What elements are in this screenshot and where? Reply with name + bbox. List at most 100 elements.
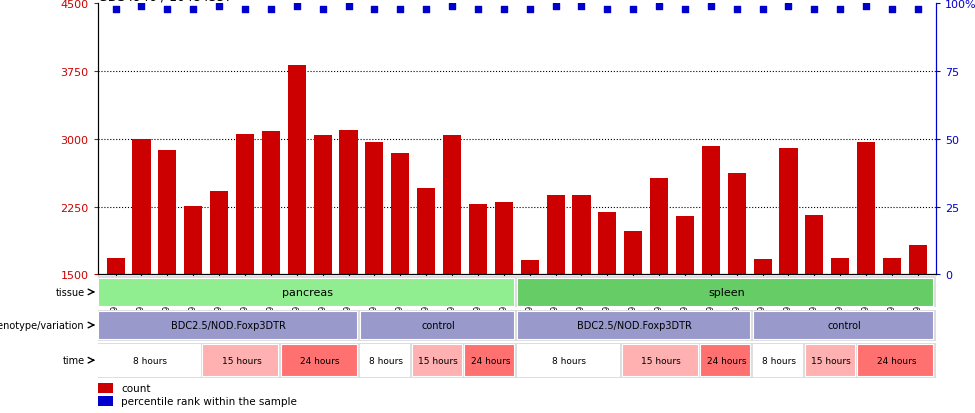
Point [367,6,382,13]
Point [781,4,797,10]
Point [418,6,434,13]
Bar [236,135,254,410]
Bar [158,150,176,410]
Text: pancreas: pancreas [282,287,332,297]
Point [858,4,874,10]
Bar [650,179,668,410]
Bar [517,278,933,306]
Bar [909,246,927,410]
Text: tissue: tissue [56,287,85,297]
Text: count: count [121,383,150,393]
Bar [494,202,513,410]
Text: 8 hours: 8 hours [369,356,403,365]
Point [263,6,279,13]
Text: 15 hours: 15 hours [811,356,851,365]
Point [625,6,641,13]
Bar [521,260,539,410]
Bar [727,173,746,410]
Bar [210,192,228,410]
Bar [622,344,697,376]
Bar [779,148,798,410]
Text: 8 hours: 8 hours [133,356,167,365]
Point [573,4,589,10]
Bar [469,204,487,410]
Point [522,6,537,13]
Text: BDC2.5/NOD.Foxp3DTR: BDC2.5/NOD.Foxp3DTR [577,320,692,330]
Text: spleen: spleen [708,287,745,297]
Bar [411,344,462,376]
Bar [98,278,514,306]
Point [496,6,512,13]
Point [910,6,925,13]
Bar [702,147,720,410]
Bar [831,259,849,410]
Point [548,4,564,10]
Bar [754,259,771,410]
Point [755,6,770,13]
Text: 8 hours: 8 hours [552,356,586,365]
Bar [288,65,306,410]
Point [445,4,460,10]
Bar [314,136,332,410]
Bar [98,396,112,406]
Bar [700,344,750,376]
Bar [203,344,278,376]
Bar [753,311,933,339]
Point [185,6,201,13]
Text: 24 hours: 24 hours [877,356,916,365]
Bar [883,259,901,410]
Text: 24 hours: 24 hours [707,356,746,365]
Bar [517,344,619,376]
Bar [443,136,461,410]
Bar [106,259,125,410]
Point [806,6,822,13]
Bar [547,195,565,410]
Bar [624,231,643,410]
Bar [366,143,383,410]
Bar [572,195,591,410]
Bar [262,132,280,410]
Text: control: control [421,320,455,330]
Point [289,4,304,10]
Point [678,6,693,13]
Bar [133,140,150,410]
Bar [857,143,876,410]
Text: 15 hours: 15 hours [418,356,458,365]
Text: 15 hours: 15 hours [641,356,681,365]
Point [703,4,719,10]
Text: BDC2.5/NOD.Foxp3DTR: BDC2.5/NOD.Foxp3DTR [171,320,286,330]
Point [340,4,356,10]
Point [160,6,176,13]
Bar [464,344,514,376]
Text: 24 hours: 24 hours [300,356,340,365]
Point [212,4,227,10]
Text: time: time [62,355,85,366]
Bar [281,344,357,376]
Bar [805,344,855,376]
Point [651,4,667,10]
Bar [857,344,933,376]
Bar [753,344,802,376]
Bar [184,206,202,410]
Point [108,6,124,13]
Bar [417,188,435,410]
Bar [98,344,200,376]
Bar [360,344,409,376]
Point [884,6,900,13]
Text: 8 hours: 8 hours [761,356,796,365]
Bar [517,311,750,339]
Bar [676,217,694,410]
Text: 15 hours: 15 hours [221,356,261,365]
Point [237,6,253,13]
Text: control: control [828,320,861,330]
Point [393,6,409,13]
Text: percentile rank within the sample: percentile rank within the sample [121,396,296,406]
Bar [339,131,358,410]
Bar [98,311,357,339]
Point [470,6,486,13]
Point [315,6,331,13]
Bar [391,154,410,410]
Point [134,4,149,10]
Text: 24 hours: 24 hours [471,356,510,365]
Text: genotype/variation: genotype/variation [0,320,85,330]
